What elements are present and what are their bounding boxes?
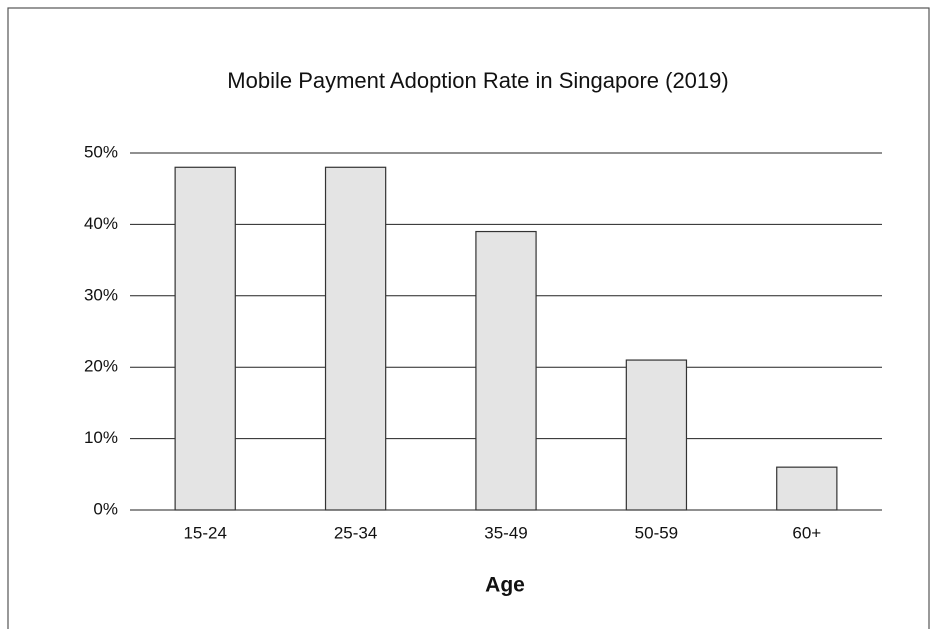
y-tick-label: 10% [84,428,118,447]
bar [174,166,236,511]
x-tick-label: 35-49 [484,523,527,542]
x-axis-label: Age [485,574,525,597]
x-tick-label: 50-59 [635,523,678,542]
bar [324,166,387,511]
frame [7,7,930,629]
x-tick-label: 25-34 [334,523,377,542]
y-tick-label: 40% [84,214,118,233]
x-tick-label: 15-24 [183,523,226,542]
y-tick-label: 30% [84,285,118,304]
chart-title: Mobile Payment Adoption Rate in Singapor… [227,68,728,93]
bar [475,230,537,511]
x-tick-label: 60+ [792,523,821,542]
y-tick-label: 0% [93,499,118,518]
y-tick-label: 20% [84,357,118,376]
bar [625,359,688,511]
bar [776,466,838,511]
y-tick-label: 50% [84,142,118,161]
